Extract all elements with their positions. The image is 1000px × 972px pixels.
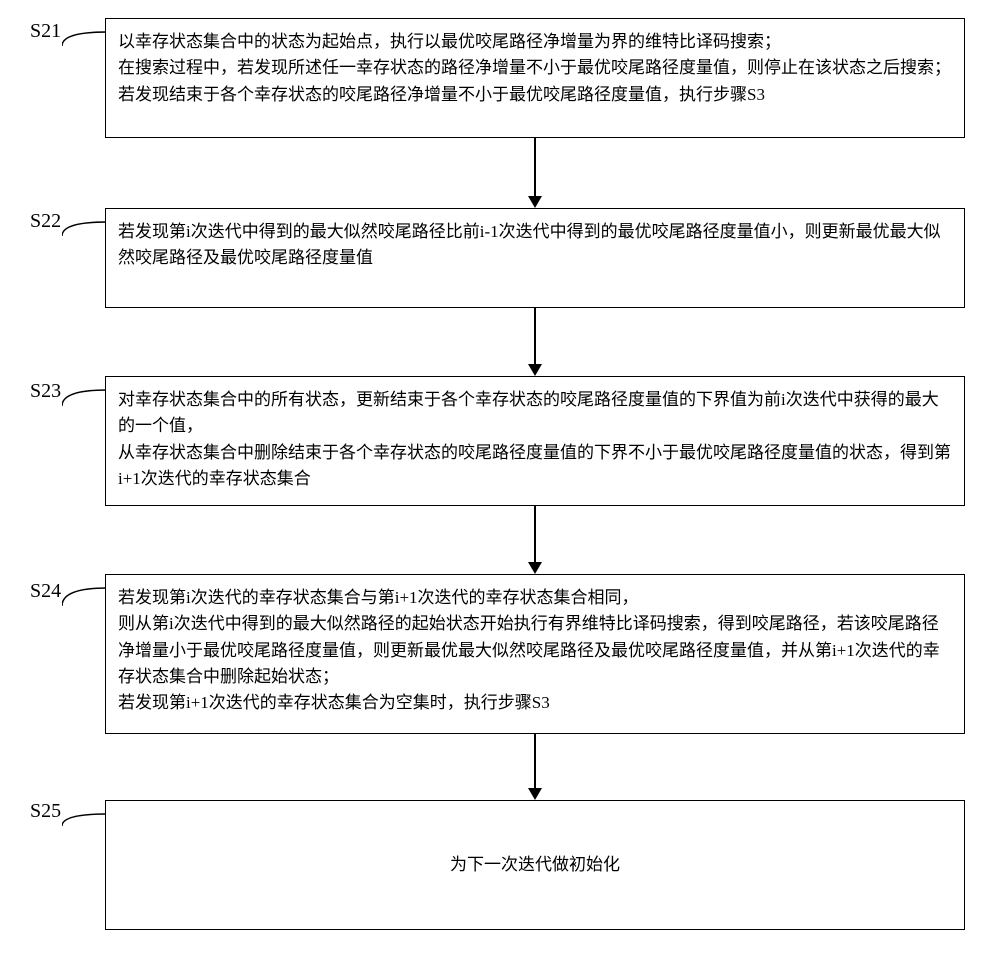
flowchart-canvas: S21 以幸存状态集合中的状态为起始点，执行以最优咬尾路径净增量为界的维特比译码搜… bbox=[0, 0, 1000, 972]
step-box-s24: 若发现第i次迭代的幸存状态集合与第i+1次迭代的幸存状态集合相同， 则从第i次迭… bbox=[105, 574, 965, 734]
arrow-head-1 bbox=[528, 196, 542, 208]
arrow-head-4 bbox=[528, 788, 542, 800]
arrow-shaft-3 bbox=[534, 506, 536, 562]
step-box-s25: 为下一次迭代做初始化 bbox=[105, 800, 965, 930]
arrow-shaft-1 bbox=[534, 138, 536, 196]
step-text-s23: 对幸存状态集合中的所有状态，更新结束于各个幸存状态的咬尾路径度量值的下界值为前i… bbox=[118, 387, 952, 492]
label-connector-s23 bbox=[62, 386, 109, 418]
step-label-s21: S21 bbox=[30, 20, 61, 43]
step-label-s25: S25 bbox=[30, 800, 61, 823]
step-label-s24: S24 bbox=[30, 580, 61, 603]
step-text-s21: 以幸存状态集合中的状态为起始点，执行以最优咬尾路径净增量为界的维特比译码搜索； … bbox=[118, 29, 952, 108]
step-text-s25: 为下一次迭代做初始化 bbox=[450, 852, 620, 878]
label-connector-s21 bbox=[62, 28, 109, 58]
arrow-head-3 bbox=[528, 562, 542, 574]
arrow-head-2 bbox=[528, 364, 542, 376]
label-connector-s25 bbox=[62, 810, 109, 838]
label-connector-s24 bbox=[62, 584, 109, 618]
step-label-s22: S22 bbox=[30, 210, 61, 233]
arrow-shaft-2 bbox=[534, 308, 536, 364]
step-text-s24: 若发现第i次迭代的幸存状态集合与第i+1次迭代的幸存状态集合相同， 则从第i次迭… bbox=[118, 585, 952, 717]
label-connector-s22 bbox=[62, 218, 109, 248]
arrow-shaft-4 bbox=[534, 734, 536, 788]
step-label-s23: S23 bbox=[30, 380, 61, 403]
step-box-s23: 对幸存状态集合中的所有状态，更新结束于各个幸存状态的咬尾路径度量值的下界值为前i… bbox=[105, 376, 965, 506]
step-box-s22: 若发现第i次迭代中得到的最大似然咬尾路径比前i-1次迭代中得到的最优咬尾路径度量… bbox=[105, 208, 965, 308]
step-box-s21: 以幸存状态集合中的状态为起始点，执行以最优咬尾路径净增量为界的维特比译码搜索； … bbox=[105, 18, 965, 138]
step-text-s22: 若发现第i次迭代中得到的最大似然咬尾路径比前i-1次迭代中得到的最优咬尾路径度量… bbox=[118, 219, 952, 272]
